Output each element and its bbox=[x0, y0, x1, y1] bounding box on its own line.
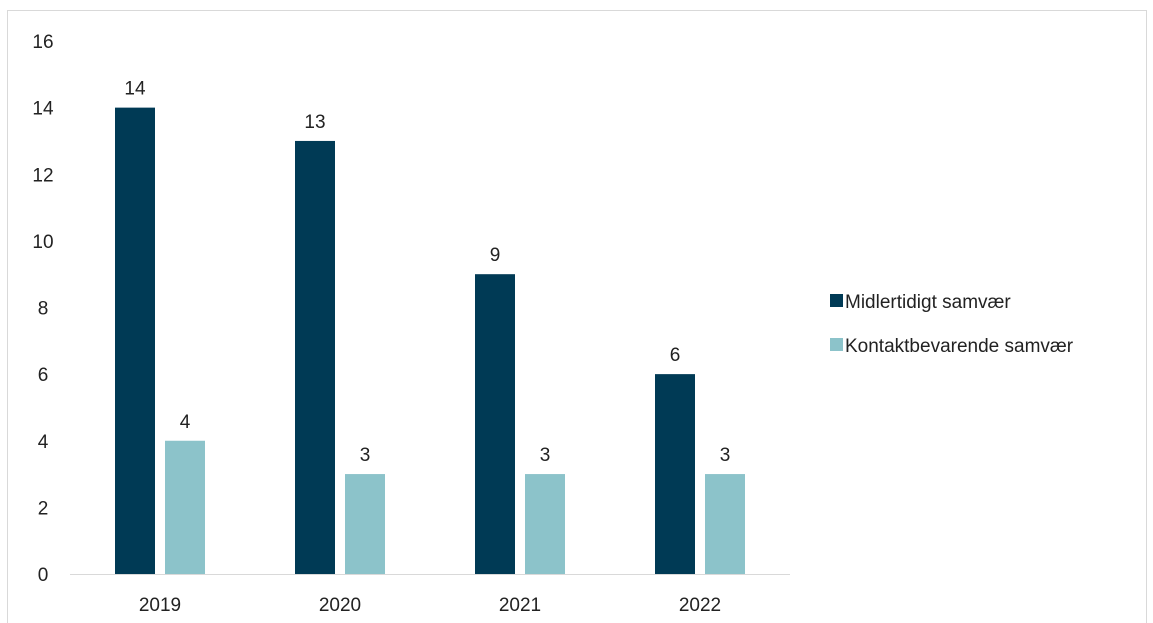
y-tick-label: 4 bbox=[38, 432, 49, 453]
legend-swatch bbox=[830, 294, 843, 307]
y-tick-label: 14 bbox=[32, 99, 54, 120]
bars bbox=[115, 107, 745, 574]
data-label: 6 bbox=[670, 345, 681, 366]
x-tick-label: 2019 bbox=[139, 595, 181, 616]
y-tick-label: 10 bbox=[32, 232, 53, 253]
data-label: 3 bbox=[540, 445, 551, 466]
bar-kontaktbevarende-2021 bbox=[525, 474, 565, 574]
x-axis: 2019 2020 2021 2022 bbox=[139, 595, 721, 616]
y-tick-label: 0 bbox=[38, 565, 49, 586]
legend-swatch bbox=[830, 338, 843, 351]
legend-label: Midlertidigt samvær bbox=[845, 292, 1011, 313]
data-label: 4 bbox=[180, 412, 191, 433]
bar-midlertidigt-2020 bbox=[295, 140, 335, 574]
data-label: 13 bbox=[304, 112, 325, 133]
bar-kontaktbevarende-2022 bbox=[705, 474, 745, 574]
bar-midlertidigt-2019 bbox=[115, 107, 155, 574]
x-tick-label: 2021 bbox=[499, 595, 541, 616]
data-label: 9 bbox=[490, 245, 501, 266]
y-axis: 0 2 4 6 8 10 12 14 16 bbox=[32, 32, 54, 586]
legend-label: Kontaktbevarende samvær bbox=[845, 336, 1074, 357]
data-labels: 14 4 13 3 9 3 6 3 bbox=[124, 79, 730, 466]
x-tick-label: 2020 bbox=[319, 595, 361, 616]
chart-frame bbox=[7, 10, 1147, 623]
y-tick-label: 8 bbox=[38, 299, 49, 320]
y-tick-label: 6 bbox=[38, 365, 49, 386]
bar-midlertidigt-2021 bbox=[475, 274, 515, 574]
data-label: 14 bbox=[124, 79, 146, 100]
bar-midlertidigt-2022 bbox=[655, 374, 695, 574]
x-tick-label: 2022 bbox=[679, 595, 721, 616]
data-label: 3 bbox=[720, 445, 731, 466]
legend: Midlertidigt samvær Kontaktbevarende samv… bbox=[830, 292, 1074, 357]
bar-kontaktbevarende-2020 bbox=[345, 474, 385, 574]
y-tick-label: 2 bbox=[38, 498, 49, 519]
data-label: 3 bbox=[360, 445, 371, 466]
bar-kontaktbevarende-2019 bbox=[165, 440, 205, 574]
y-tick-label: 12 bbox=[32, 165, 53, 186]
y-tick-label: 16 bbox=[32, 32, 53, 53]
